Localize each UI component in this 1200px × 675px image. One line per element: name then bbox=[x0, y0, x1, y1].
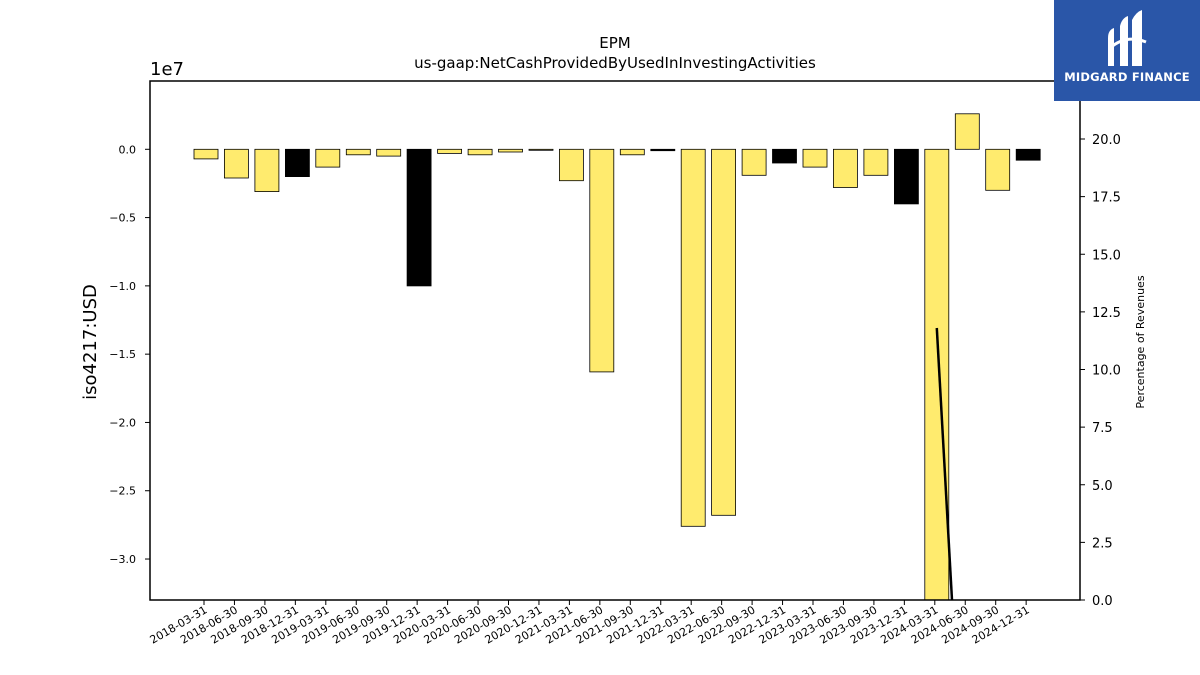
bar-2019-03-31 bbox=[315, 148, 341, 168]
y-offset-label: 1e7 bbox=[150, 59, 184, 80]
y-tick-label: −0.5 bbox=[109, 212, 136, 225]
bar-2020-06-30 bbox=[467, 148, 493, 156]
chart-title: EPM bbox=[599, 34, 630, 52]
bar-2022-03-31 bbox=[680, 148, 706, 527]
y-tick-label: −1.5 bbox=[109, 348, 136, 361]
bar-2020-09-30 bbox=[498, 148, 523, 153]
bar-2023-09-30 bbox=[863, 148, 889, 176]
bar-2024-12-31 bbox=[1015, 148, 1041, 161]
chart-subtitle: us-gaap:NetCashProvidedByUsedInInvesting… bbox=[414, 54, 816, 72]
y-tick-label: 0.0 bbox=[119, 143, 137, 156]
y2-tick-label: 7.5 bbox=[1092, 421, 1113, 436]
bar-2019-06-30 bbox=[345, 148, 371, 156]
bar-2024-09-30 bbox=[985, 148, 1011, 191]
bar-2018-09-30 bbox=[254, 148, 280, 193]
bar-2019-09-30 bbox=[376, 148, 402, 157]
bar-2020-03-31 bbox=[437, 148, 463, 154]
y-tick-label: −2.0 bbox=[109, 416, 136, 429]
logo-text: MIDGARD FINANCE bbox=[1064, 70, 1190, 84]
y2-tick-label: 2.5 bbox=[1092, 536, 1113, 551]
bar-2022-09-30 bbox=[741, 148, 767, 176]
bar-2024-06-30 bbox=[954, 113, 980, 150]
y-axis-label: iso4217:USD bbox=[80, 284, 101, 400]
y2-axis-label: Percentage of Revenues bbox=[1134, 275, 1147, 408]
bar-2023-06-30 bbox=[833, 148, 858, 188]
logo-mark-icon bbox=[1108, 10, 1147, 66]
y2-tick-label: 10.0 bbox=[1092, 364, 1121, 379]
y2-tick-label: 5.0 bbox=[1092, 479, 1113, 494]
bar-2021-06-30 bbox=[589, 148, 615, 373]
bar-2019-12-31 bbox=[406, 148, 432, 287]
bar-2021-12-31 bbox=[650, 148, 676, 152]
y2-tick-label: 12.5 bbox=[1092, 306, 1121, 321]
bar-2018-03-31 bbox=[193, 148, 219, 160]
midgard-finance-logo: MIDGARD FINANCE bbox=[1054, 0, 1200, 101]
y-tick-label: −3.0 bbox=[109, 553, 136, 566]
bar-2018-12-31 bbox=[284, 148, 310, 178]
bar-2023-03-31 bbox=[802, 148, 828, 168]
plot-frame bbox=[149, 80, 1081, 601]
percentage-line bbox=[935, 327, 954, 600]
bar-2021-03-31 bbox=[559, 148, 584, 182]
bar-2021-09-30 bbox=[619, 148, 645, 156]
bar-2022-12-31 bbox=[772, 148, 797, 164]
y2-tick-label: 15.0 bbox=[1092, 248, 1121, 263]
y2-tick-label: 20.0 bbox=[1092, 133, 1121, 148]
bar-2020-12-31 bbox=[528, 148, 554, 151]
bar-2022-06-30 bbox=[711, 148, 736, 516]
y2-tick-label: 17.5 bbox=[1092, 191, 1121, 206]
bar-2024-03-31 bbox=[924, 148, 950, 600]
bar-2018-06-30 bbox=[223, 148, 249, 179]
bars-group bbox=[193, 113, 1041, 600]
y-tick-label: −2.5 bbox=[109, 485, 136, 498]
y-tick-label: −1.0 bbox=[109, 280, 136, 293]
bar-2023-12-31 bbox=[894, 148, 919, 205]
y2-tick-label: 0.0 bbox=[1092, 594, 1113, 609]
